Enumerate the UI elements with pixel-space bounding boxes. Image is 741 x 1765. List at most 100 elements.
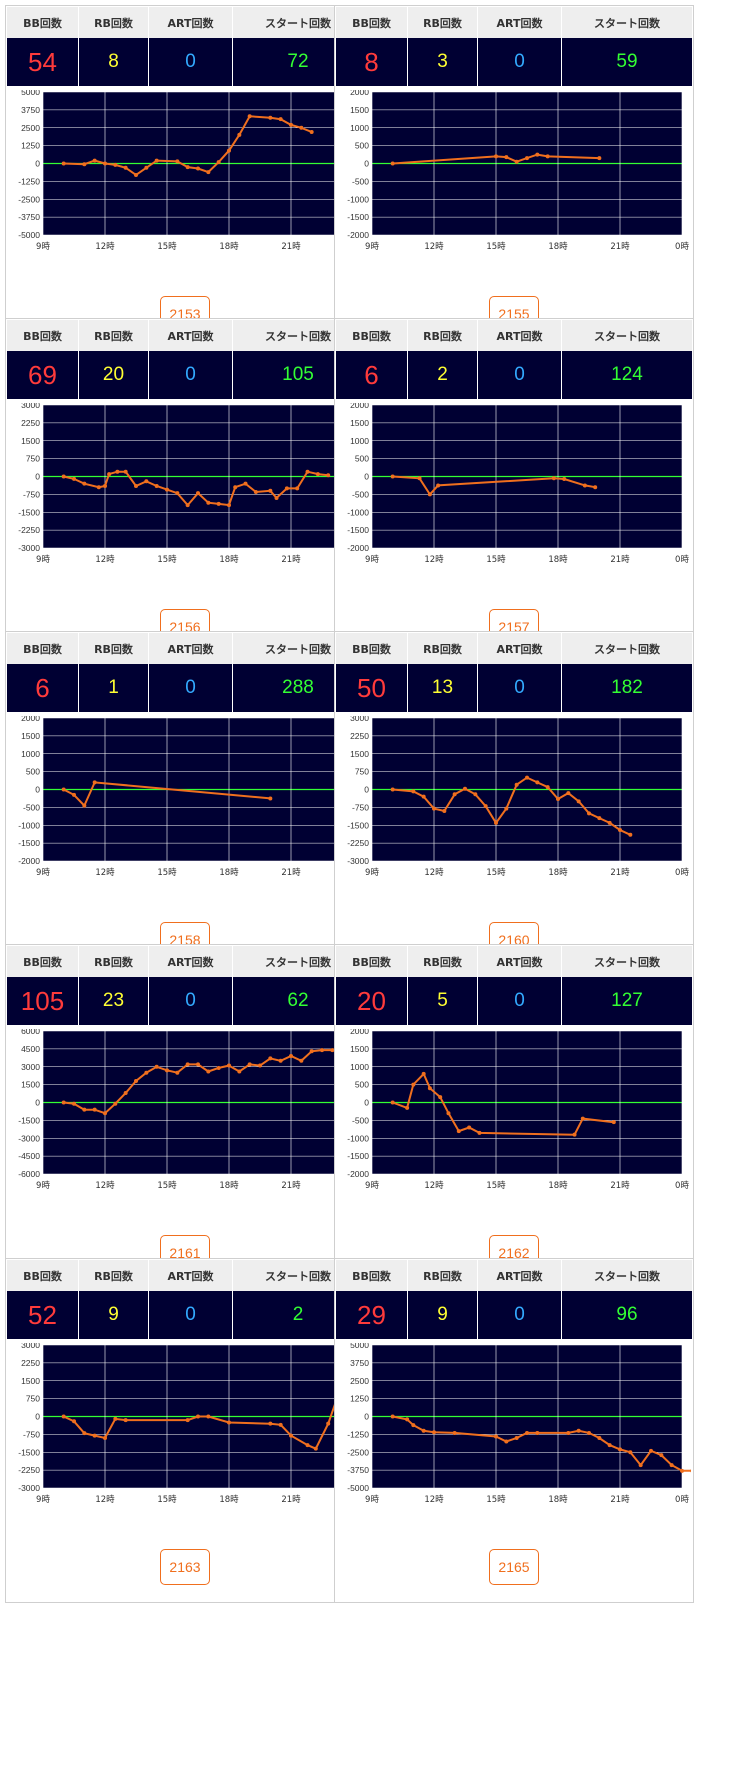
data-point — [417, 476, 422, 481]
data-point — [103, 161, 107, 166]
y-tick-label: -3750 — [347, 1465, 369, 1475]
data-point — [436, 483, 441, 488]
header-art-label: ART回数 — [478, 946, 562, 977]
data-point — [107, 472, 112, 477]
machine-number-button[interactable]: 2165 — [489, 1549, 539, 1585]
data-point — [566, 791, 571, 796]
data-point — [247, 114, 252, 119]
data-point — [309, 130, 314, 135]
art-count-value: 0 — [149, 38, 233, 86]
data-point — [576, 799, 581, 804]
rb-count-value: 3 — [408, 38, 478, 86]
data-point — [390, 1100, 395, 1105]
data-point — [206, 500, 211, 505]
stats-header-row: BB回数 RB回数 ART回数 スタート回数 — [336, 633, 692, 664]
rb-count-value: 20 — [79, 351, 149, 399]
rb-count-value: 8 — [79, 38, 149, 86]
header-bb-label: BB回数 — [7, 1260, 79, 1291]
data-point — [258, 1063, 262, 1068]
header-bb-label: BB回数 — [7, 320, 79, 351]
y-tick-label: 500 — [355, 454, 369, 464]
x-tick-label: 0時 — [675, 1181, 689, 1191]
data-point — [278, 1058, 283, 1063]
data-point — [556, 797, 560, 802]
data-point — [545, 154, 550, 159]
stats-value-row: 29 9 0 96 — [336, 1291, 692, 1339]
data-point — [463, 786, 467, 791]
data-point — [299, 1058, 304, 1063]
bb-count-value: 54 — [7, 38, 79, 86]
y-tick-label: 2000 — [350, 90, 369, 97]
data-point — [113, 1416, 118, 1421]
data-point — [514, 159, 519, 164]
data-point — [566, 1430, 571, 1435]
data-point — [72, 1419, 76, 1424]
data-point — [535, 152, 540, 157]
y-tick-label: 0 — [35, 785, 40, 795]
data-point — [185, 165, 190, 170]
y-tick-label: 5000 — [350, 1343, 369, 1350]
data-point — [278, 117, 283, 122]
y-tick-label: -5000 — [347, 1483, 369, 1493]
data-point — [597, 156, 602, 161]
data-point — [442, 808, 447, 813]
y-tick-label: 1500 — [350, 105, 369, 115]
x-tick-label: 18時 — [548, 868, 568, 878]
y-tick-label: 2000 — [350, 403, 369, 410]
series-line — [392, 475, 596, 497]
data-point — [268, 488, 273, 493]
data-point — [618, 1447, 622, 1452]
x-tick-label: 9時 — [36, 1495, 50, 1505]
y-tick-label: -2000 — [347, 543, 369, 553]
data-point — [274, 495, 279, 500]
data-point — [390, 787, 395, 792]
data-point — [597, 816, 602, 821]
header-rb-label: RB回数 — [408, 320, 478, 351]
data-point — [185, 1062, 190, 1067]
machine-card: BB回数 RB回数 ART回数 スタート回数 50 13 0 182 3000 2250 1500 7… — [334, 631, 694, 976]
data-point — [295, 486, 300, 491]
x-tick-label: 21時 — [281, 242, 301, 252]
data-point — [227, 503, 231, 508]
header-art-label: ART回数 — [478, 320, 562, 351]
y-tick-label: 0 — [35, 159, 40, 169]
start-count-value: 182 — [611, 677, 643, 698]
x-tick-label: 21時 — [610, 242, 630, 252]
x-tick-label: 21時 — [610, 555, 630, 565]
y-tick-label: 1250 — [21, 141, 40, 151]
stats-value-row: 6 1 0 288 — [7, 664, 363, 712]
header-start-label: スタート回数 — [562, 633, 692, 664]
y-tick-label: 750 — [26, 1394, 40, 1404]
x-tick-label: 21時 — [281, 1181, 301, 1191]
y-tick-label: 1250 — [350, 1394, 369, 1404]
data-point — [123, 1418, 128, 1423]
start-count-value: 2 — [292, 1304, 304, 1325]
slump-graph: 3000 2250 1500 750 0 -750 -1500 -2250 -3000 9時 12時… — [18, 1343, 360, 1505]
data-point — [268, 796, 273, 801]
y-tick-label: -1500 — [347, 1151, 369, 1161]
data-point — [618, 828, 622, 833]
data-point — [535, 780, 540, 785]
data-point — [92, 158, 97, 163]
data-point — [113, 162, 118, 167]
x-tick-label: 12時 — [95, 1495, 115, 1505]
data-point — [175, 159, 180, 164]
machine-number-button[interactable]: 2163 — [160, 1549, 210, 1585]
y-tick-label: -500 — [352, 176, 369, 186]
x-tick-label: 12時 — [95, 555, 115, 565]
y-tick-label: 750 — [355, 767, 369, 777]
header-rb-label: RB回数 — [408, 1260, 478, 1291]
data-point — [103, 484, 107, 489]
data-point — [196, 1062, 200, 1067]
stats-value-row: 105 23 0 62 — [7, 977, 363, 1025]
data-point — [326, 1421, 331, 1426]
y-tick-label: -3000 — [347, 856, 369, 866]
start-count-value: 127 — [611, 990, 643, 1011]
y-tick-label: 3750 — [350, 1358, 369, 1368]
y-tick-label: 0 — [364, 785, 369, 795]
data-point — [477, 1130, 482, 1135]
x-tick-label: 15時 — [157, 242, 177, 252]
data-point — [525, 156, 529, 161]
x-tick-label: 9時 — [365, 555, 379, 565]
